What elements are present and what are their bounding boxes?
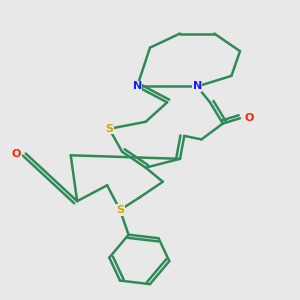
Text: O: O (12, 148, 21, 158)
Text: N: N (193, 82, 202, 92)
Text: O: O (12, 148, 21, 158)
Text: O: O (245, 113, 254, 123)
Text: S: S (105, 124, 113, 134)
Text: S: S (116, 205, 124, 215)
Text: N: N (133, 82, 142, 92)
Text: O: O (245, 113, 254, 123)
